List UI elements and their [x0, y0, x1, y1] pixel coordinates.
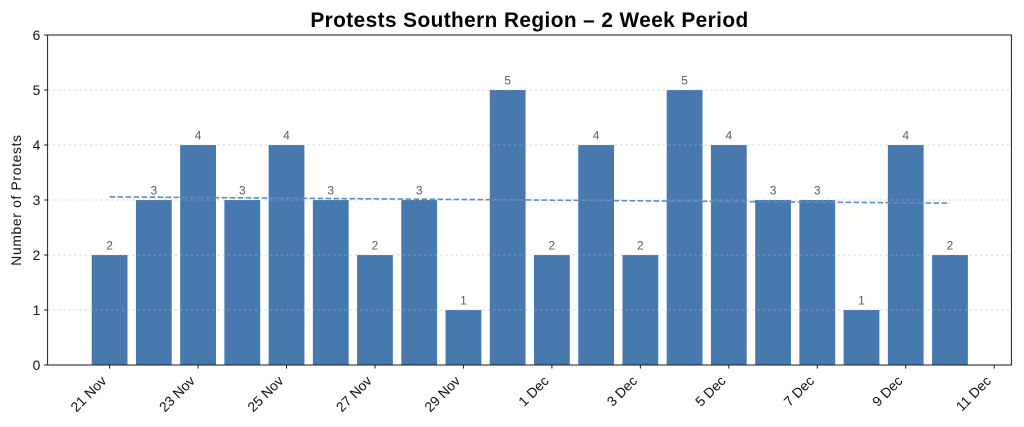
svg-text:5: 5 [504, 73, 511, 87]
svg-text:5: 5 [681, 73, 688, 87]
svg-text:3: 3 [770, 183, 777, 197]
svg-text:2: 2 [549, 238, 556, 252]
svg-text:6: 6 [33, 28, 41, 43]
svg-text:3: 3 [416, 183, 423, 197]
svg-text:3: 3 [239, 183, 246, 197]
svg-text:3: 3 [814, 183, 821, 197]
svg-text:3: 3 [150, 183, 157, 197]
svg-text:Number of Protests: Number of Protests [9, 134, 24, 265]
svg-text:4: 4 [33, 138, 41, 153]
svg-text:2: 2 [33, 248, 41, 263]
svg-text:4: 4 [593, 128, 600, 142]
svg-text:0: 0 [33, 358, 41, 373]
svg-text:1: 1 [858, 293, 865, 307]
svg-text:4: 4 [725, 128, 732, 142]
svg-text:1: 1 [33, 303, 41, 318]
svg-text:4: 4 [195, 128, 202, 142]
svg-text:3: 3 [327, 183, 334, 197]
svg-text:3: 3 [33, 193, 41, 208]
svg-text:4: 4 [283, 128, 290, 142]
svg-text:1: 1 [460, 293, 467, 307]
svg-text:2: 2 [637, 238, 644, 252]
svg-text:4: 4 [902, 128, 909, 142]
svg-text:2: 2 [947, 238, 954, 252]
svg-text:Protests Southern Region – 2 W: Protests Southern Region – 2 Week Period [310, 9, 748, 32]
svg-text:5: 5 [33, 83, 41, 98]
svg-text:2: 2 [372, 238, 379, 252]
svg-text:2: 2 [106, 238, 113, 252]
